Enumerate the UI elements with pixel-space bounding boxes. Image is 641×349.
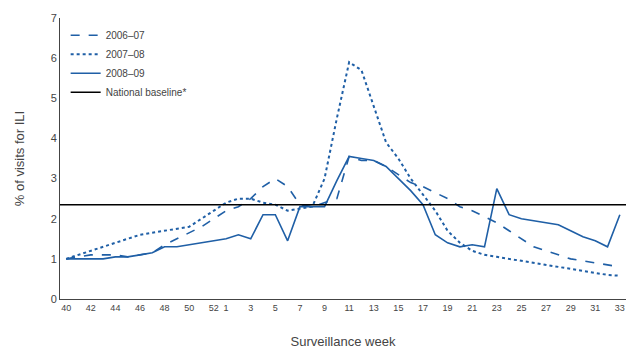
- svg-text:7: 7: [297, 303, 302, 313]
- svg-text:25: 25: [516, 303, 526, 313]
- svg-text:31: 31: [590, 303, 600, 313]
- svg-text:5: 5: [273, 303, 278, 313]
- svg-text:50: 50: [184, 303, 194, 313]
- svg-text:1: 1: [224, 303, 229, 313]
- svg-text:40: 40: [61, 303, 71, 313]
- svg-text:3: 3: [248, 303, 253, 313]
- svg-text:National baseline*: National baseline*: [106, 87, 187, 98]
- svg-text:2008–09: 2008–09: [106, 68, 145, 79]
- svg-text:2: 2: [51, 213, 57, 225]
- svg-text:3: 3: [51, 172, 57, 184]
- svg-text:0: 0: [51, 293, 57, 305]
- svg-text:9: 9: [322, 303, 327, 313]
- svg-text:Surveillance week: Surveillance week: [291, 334, 396, 349]
- svg-text:29: 29: [566, 303, 576, 313]
- svg-text:33: 33: [615, 303, 625, 313]
- svg-text:42: 42: [86, 303, 96, 313]
- svg-text:46: 46: [135, 303, 145, 313]
- svg-text:13: 13: [369, 303, 379, 313]
- svg-text:11: 11: [344, 303, 353, 313]
- svg-text:44: 44: [110, 303, 120, 313]
- svg-text:% of visits for ILI: % of visits for ILI: [12, 111, 27, 206]
- svg-text:1: 1: [51, 253, 57, 265]
- svg-text:2006–07: 2006–07: [106, 30, 145, 41]
- svg-text:17: 17: [418, 303, 428, 313]
- svg-text:4: 4: [51, 132, 57, 144]
- svg-text:21: 21: [467, 303, 477, 313]
- svg-text:7: 7: [51, 12, 57, 24]
- svg-text:48: 48: [160, 303, 170, 313]
- svg-text:23: 23: [492, 303, 502, 313]
- svg-text:19: 19: [443, 303, 453, 313]
- svg-text:5: 5: [51, 92, 57, 104]
- svg-text:27: 27: [541, 303, 551, 313]
- svg-text:6: 6: [51, 52, 57, 64]
- svg-text:52: 52: [209, 303, 219, 313]
- svg-text:2007–08: 2007–08: [106, 49, 145, 60]
- svg-text:15: 15: [393, 303, 403, 313]
